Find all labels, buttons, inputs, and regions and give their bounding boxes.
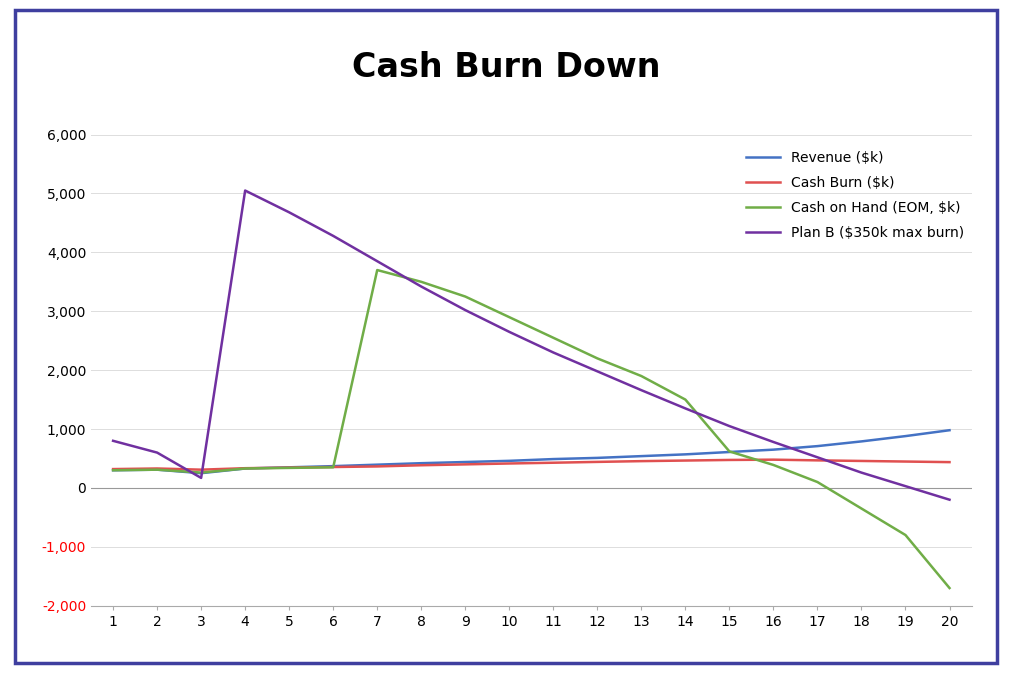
- Plan B ($350k max burn): [283, 209, 295, 217]
- Line: Cash on Hand (EOM, $k): Cash on Hand (EOM, $k): [113, 270, 948, 588]
- Cash on Hand (EOM, $k): [283, 464, 295, 472]
- Cash Burn ($k): [854, 457, 866, 465]
- Revenue ($k): [590, 454, 603, 462]
- Plan B ($350k max burn): [151, 449, 163, 457]
- Revenue ($k): [151, 466, 163, 474]
- Cash on Hand (EOM, $k): [899, 531, 911, 539]
- Cash Burn ($k): [766, 456, 778, 464]
- Plan B ($350k max burn): [678, 404, 691, 413]
- Cash on Hand (EOM, $k): [151, 466, 163, 474]
- Plan B ($350k max burn): [590, 367, 603, 376]
- Plan B ($350k max burn): [635, 386, 647, 394]
- Revenue ($k): [239, 464, 251, 472]
- Plan B ($350k max burn): [415, 283, 427, 291]
- Revenue ($k): [678, 450, 691, 458]
- Cash on Hand (EOM, $k): [635, 372, 647, 380]
- Plan B ($350k max burn): [195, 474, 207, 482]
- Revenue ($k): [327, 462, 339, 470]
- Revenue ($k): [107, 466, 119, 474]
- Cash Burn ($k): [811, 456, 823, 464]
- Revenue ($k): [195, 469, 207, 477]
- Cash Burn ($k): [502, 460, 515, 468]
- Plan B ($350k max burn): [502, 328, 515, 336]
- Revenue ($k): [811, 442, 823, 450]
- Cash on Hand (EOM, $k): [239, 464, 251, 472]
- Cash on Hand (EOM, $k): [854, 505, 866, 513]
- Cash on Hand (EOM, $k): [547, 334, 559, 342]
- Cash on Hand (EOM, $k): [678, 396, 691, 404]
- Legend: Revenue ($k), Cash Burn ($k), Cash on Hand (EOM, $k), Plan B ($350k max burn): Revenue ($k), Cash Burn ($k), Cash on Ha…: [745, 151, 963, 240]
- Cash on Hand (EOM, $k): [371, 266, 383, 274]
- Plan B ($350k max burn): [854, 468, 866, 476]
- Revenue ($k): [899, 432, 911, 440]
- Cash Burn ($k): [590, 458, 603, 466]
- Plan B ($350k max burn): [899, 482, 911, 490]
- Plan B ($350k max burn): [547, 349, 559, 357]
- Line: Plan B ($350k max burn): Plan B ($350k max burn): [113, 190, 948, 499]
- Cash Burn ($k): [459, 460, 471, 468]
- Plan B ($350k max burn): [107, 437, 119, 445]
- Plan B ($350k max burn): [723, 422, 735, 430]
- Cash Burn ($k): [151, 464, 163, 472]
- Plan B ($350k max burn): [327, 232, 339, 240]
- Cash Burn ($k): [327, 463, 339, 471]
- Cash Burn ($k): [195, 466, 207, 474]
- Plan B ($350k max burn): [459, 306, 471, 314]
- Cash on Hand (EOM, $k): [107, 466, 119, 474]
- Cash Burn ($k): [899, 458, 911, 466]
- Revenue ($k): [415, 459, 427, 467]
- Cash on Hand (EOM, $k): [195, 468, 207, 476]
- Cash on Hand (EOM, $k): [327, 463, 339, 471]
- Revenue ($k): [766, 446, 778, 454]
- Cash on Hand (EOM, $k): [811, 478, 823, 486]
- Cash on Hand (EOM, $k): [723, 448, 735, 456]
- Revenue ($k): [723, 448, 735, 456]
- Cash on Hand (EOM, $k): [590, 355, 603, 363]
- Revenue ($k): [371, 460, 383, 468]
- Revenue ($k): [502, 457, 515, 465]
- Cash Burn ($k): [371, 462, 383, 470]
- Cash Burn ($k): [107, 465, 119, 473]
- Revenue ($k): [547, 455, 559, 463]
- Cash Burn ($k): [635, 457, 647, 465]
- Cash Burn ($k): [942, 458, 954, 466]
- Line: Cash Burn ($k): Cash Burn ($k): [113, 460, 948, 470]
- Line: Revenue ($k): Revenue ($k): [113, 430, 948, 473]
- Cash on Hand (EOM, $k): [459, 293, 471, 301]
- Revenue ($k): [635, 452, 647, 460]
- Plan B ($350k max burn): [766, 438, 778, 446]
- Cash Burn ($k): [239, 464, 251, 472]
- Cash on Hand (EOM, $k): [415, 278, 427, 286]
- Cash on Hand (EOM, $k): [502, 313, 515, 321]
- Revenue ($k): [854, 437, 866, 446]
- Plan B ($350k max burn): [371, 257, 383, 265]
- Cash Burn ($k): [283, 464, 295, 472]
- Text: Cash Burn Down: Cash Burn Down: [352, 50, 659, 84]
- Cash Burn ($k): [415, 461, 427, 469]
- Plan B ($350k max burn): [811, 454, 823, 462]
- Cash Burn ($k): [678, 456, 691, 464]
- Revenue ($k): [459, 458, 471, 466]
- Plan B ($350k max burn): [942, 495, 954, 503]
- Revenue ($k): [942, 426, 954, 434]
- Cash on Hand (EOM, $k): [942, 584, 954, 592]
- Plan B ($350k max burn): [239, 186, 251, 194]
- Cash Burn ($k): [547, 459, 559, 467]
- Cash on Hand (EOM, $k): [766, 461, 778, 469]
- Revenue ($k): [283, 463, 295, 471]
- Cash Burn ($k): [723, 456, 735, 464]
